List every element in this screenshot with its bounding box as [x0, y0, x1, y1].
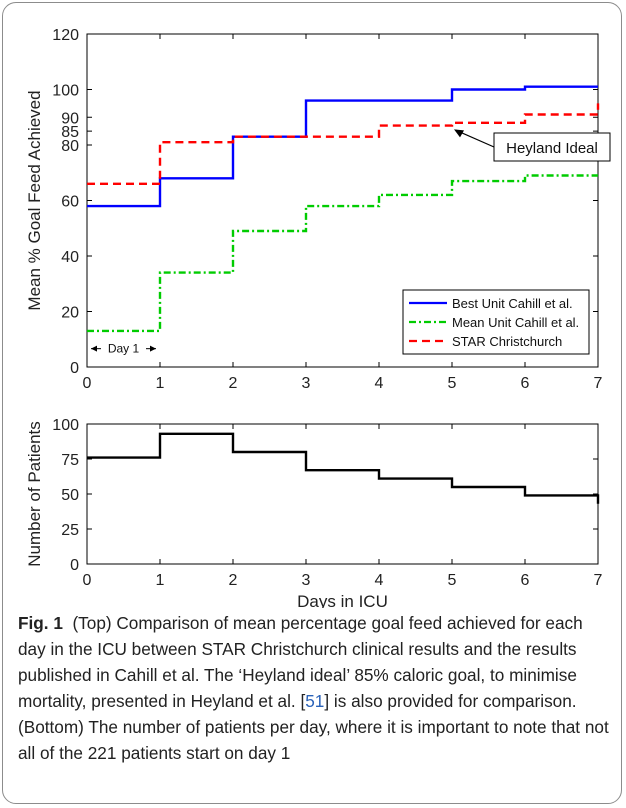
caption-text-part2: ] is also provided for comparison. (Bott… [18, 691, 609, 763]
annotation-arrow-head [454, 129, 464, 138]
top-series-line-mean-unit-cahill-et-al [87, 174, 598, 333]
top-y-tick-label: 60 [61, 194, 79, 211]
top-y-tick-label: 120 [52, 27, 79, 44]
top-x-tick-label: 5 [448, 375, 457, 392]
annotation-heyland-ideal: Heyland Ideal [506, 140, 598, 157]
bottom-x-tick-label: 1 [156, 572, 165, 589]
top-x-tick-label: 4 [375, 375, 384, 392]
bottom-y-tick-label: 100 [52, 417, 79, 434]
bottom-y-axis-label: Number of Patients [25, 421, 44, 567]
top-x-tick-label: 6 [521, 375, 530, 392]
top-x-tick-label: 1 [156, 375, 165, 392]
top-x-tick-label: 3 [302, 375, 311, 392]
bottom-x-tick-label: 0 [83, 572, 92, 589]
top-x-tick-label: 0 [83, 375, 92, 392]
top-y-tick-label: 100 [52, 83, 79, 100]
caption-text-part1: (Top) Comparison of mean percentage goal… [18, 613, 583, 711]
legend-label: STAR Christchurch [452, 334, 562, 349]
bottom-x-tick-label: 2 [229, 572, 238, 589]
bottom-x-tick-label: 4 [375, 572, 384, 589]
bottom-y-tick-label: 25 [61, 522, 79, 539]
figure-caption: Fig. 1 (Top) Comparison of mean percenta… [18, 610, 614, 766]
top-y-tick-label: 0 [70, 360, 79, 377]
top-x-tick-label: 2 [229, 375, 238, 392]
bottom-x-tick-label: 6 [521, 572, 530, 589]
top-y-tick-label: 90 [61, 110, 79, 127]
top-x-tick-label: 7 [594, 375, 603, 392]
bottom-series-line-patients [87, 432, 600, 504]
annotation-day1-head-left [91, 345, 97, 352]
bottom-x-tick-label: 5 [448, 572, 457, 589]
bottom-x-axis-label: Days in ICU [297, 592, 388, 608]
annotation-day1-head-right [150, 345, 156, 352]
bottom-y-tick-label: 0 [70, 557, 79, 574]
annotation-day1-label: Day 1 [108, 342, 140, 356]
citation-link[interactable]: 51 [305, 691, 325, 711]
figure-label: Fig. 1 [18, 613, 63, 633]
top-series-line-star-christchurch [87, 103, 600, 186]
legend-label: Mean Unit Cahill et al. [452, 315, 579, 330]
annotation-box [493, 132, 611, 162]
top-y-tick-label: 85 [61, 124, 79, 141]
top-y-tick-label: 20 [61, 305, 79, 322]
bottom-x-tick-label: 3 [302, 572, 311, 589]
top-y-tick-label: 80 [61, 138, 79, 155]
legend-label: Best Unit Cahill et al. [452, 296, 573, 311]
bottom-y-tick-label: 50 [61, 487, 79, 504]
top-y-tick-label: 40 [61, 249, 79, 266]
bottom-plot-frame [86, 423, 599, 565]
top-y-axis-label: Mean % Goal Feed Achieved [25, 90, 44, 310]
bottom-x-tick-label: 7 [594, 572, 603, 589]
bottom-y-tick-label: 75 [61, 452, 79, 469]
